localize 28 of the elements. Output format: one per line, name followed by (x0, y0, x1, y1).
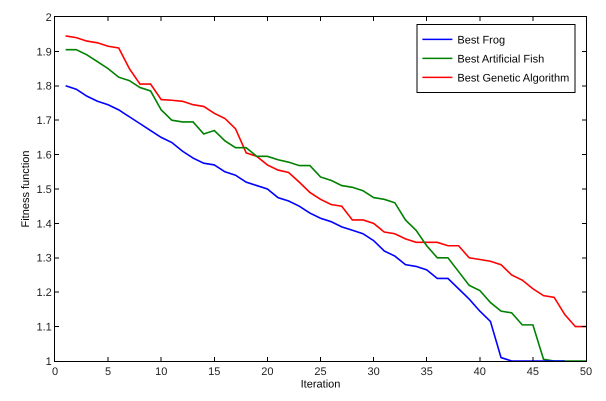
y-tick-label: 1 (46, 356, 52, 368)
x-tick-label: 25 (314, 366, 327, 378)
x-tick-label: 45 (526, 366, 540, 378)
y-tick-label: 1.8 (36, 80, 52, 93)
y-tick-label: 1.5 (36, 184, 52, 196)
x-tick-label: 50 (580, 366, 592, 378)
x-tick-label: 5 (105, 366, 112, 378)
line-series (64, 85, 566, 361)
y-tick-label: 1.4 (36, 218, 52, 230)
y-tick-label: 1.3 (36, 252, 52, 265)
x-tick-label: 0 (52, 366, 58, 378)
x-tick-label: 35 (420, 366, 433, 378)
y-tick-label: 1.1 (36, 321, 52, 334)
y-tick-label: 1.6 (36, 149, 52, 162)
x-axis-title: Iteration (300, 378, 340, 390)
y-tick-label: 1.2 (36, 287, 52, 300)
legend-label: Best Frog (457, 34, 506, 47)
legend-label: Best Genetic Algorithm (457, 72, 570, 85)
x-tick-label: 30 (367, 366, 380, 378)
legend-label: Best Artificial Fish (457, 54, 544, 66)
y-tick-label: 1.9 (36, 46, 52, 58)
y-tick-label: 2 (46, 12, 52, 24)
x-tick-label: 40 (474, 366, 486, 378)
x-tick-label: 20 (261, 366, 274, 378)
x-tick-label: 15 (208, 366, 220, 378)
x-tick-label: 10 (155, 366, 168, 378)
y-axis-title: Fitness function (20, 150, 32, 228)
y-tick-label: 1.7 (36, 115, 52, 128)
